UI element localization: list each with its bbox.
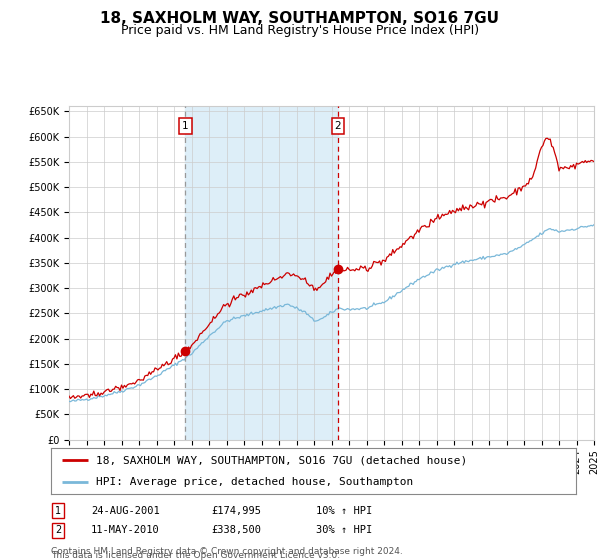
Text: 1: 1 [182, 120, 188, 130]
Text: £338,500: £338,500 [211, 525, 261, 535]
Text: Price paid vs. HM Land Registry's House Price Index (HPI): Price paid vs. HM Land Registry's House … [121, 24, 479, 37]
Text: 18, SAXHOLM WAY, SOUTHAMPTON, SO16 7GU (detached house): 18, SAXHOLM WAY, SOUTHAMPTON, SO16 7GU (… [95, 455, 467, 465]
Bar [185, 106, 338, 440]
Text: This data is licensed under the Open Government Licence v3.0.: This data is licensed under the Open Gov… [51, 551, 340, 560]
Text: 11-MAY-2010: 11-MAY-2010 [91, 525, 160, 535]
Text: 1: 1 [55, 506, 61, 516]
Text: HPI: Average price, detached house, Southampton: HPI: Average price, detached house, Sout… [95, 477, 413, 487]
Text: 18, SAXHOLM WAY, SOUTHAMPTON, SO16 7GU: 18, SAXHOLM WAY, SOUTHAMPTON, SO16 7GU [101, 11, 499, 26]
Text: 10% ↑ HPI: 10% ↑ HPI [316, 506, 373, 516]
Text: 2: 2 [55, 525, 61, 535]
Text: 2: 2 [335, 120, 341, 130]
Text: £174,995: £174,995 [211, 506, 261, 516]
Text: 30% ↑ HPI: 30% ↑ HPI [316, 525, 373, 535]
Text: 24-AUG-2001: 24-AUG-2001 [91, 506, 160, 516]
Text: Contains HM Land Registry data © Crown copyright and database right 2024.: Contains HM Land Registry data © Crown c… [51, 547, 403, 556]
